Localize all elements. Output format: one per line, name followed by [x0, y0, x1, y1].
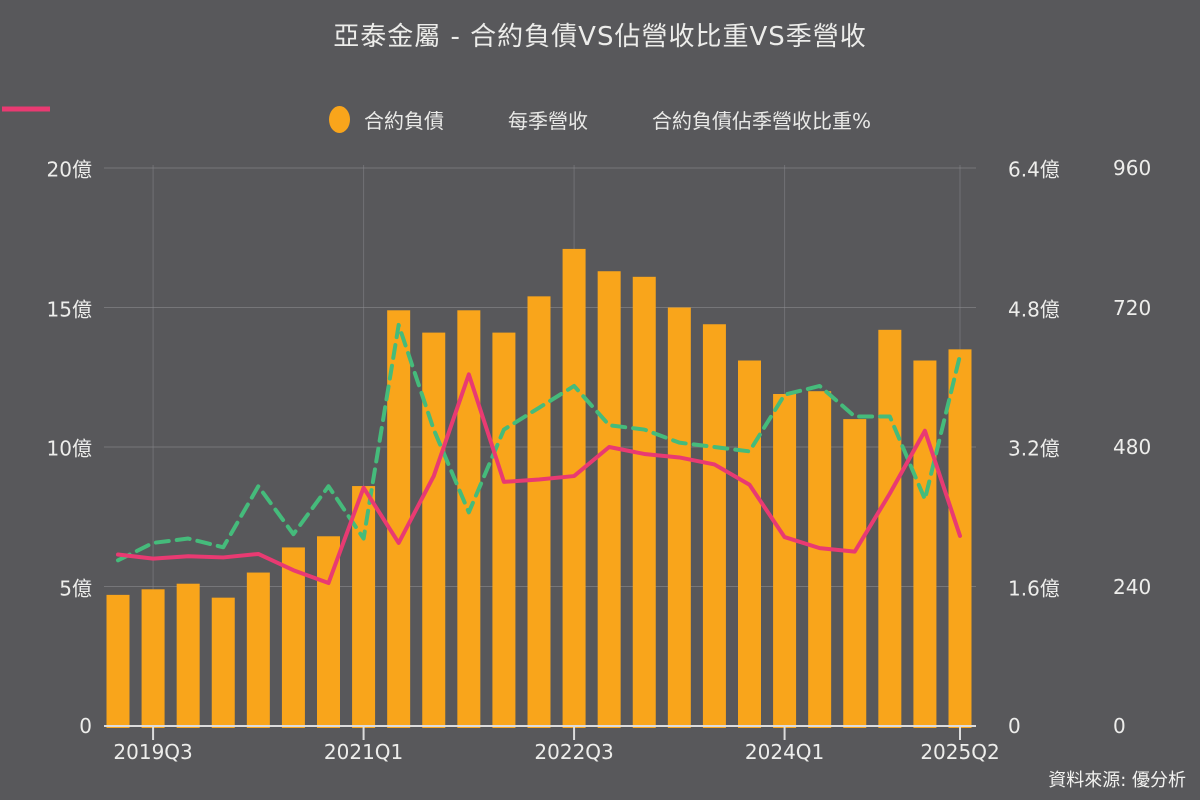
bar-2023Q1[interactable]: [632, 276, 656, 728]
left-axis-tick-label: 20億: [46, 157, 92, 182]
bar-2024Q4[interactable]: [878, 329, 902, 728]
x-axis-tick-label: 2022Q3: [534, 740, 614, 764]
x-axis-tick-label: 2021Q1: [323, 740, 404, 764]
legend-item-contract-liabilities[interactable]: 合約負債: [328, 105, 444, 134]
right-axis-billions-tick-label: 1.6億: [1008, 576, 1060, 600]
bar-2024Q3[interactable]: [843, 419, 867, 728]
legend-item-liability-revenue-ratio[interactable]: 合約負債佔季營收比重%: [2, 105, 871, 134]
solid-line-marker-icon: [2, 106, 50, 112]
x-axis-tick-label: 2025Q2: [920, 740, 1000, 764]
revenue-line: [116, 322, 962, 563]
bar-2022Q1[interactable]: [492, 332, 516, 728]
bar-2025Q1[interactable]: [913, 360, 937, 728]
left-axis-tick-label: 0: [79, 714, 92, 738]
bar-series-marker-icon: [328, 106, 350, 133]
bar-2020Q2[interactable]: [246, 572, 270, 728]
right-axis-percent-tick-label: 720: [1113, 295, 1152, 320]
x-axis-tick-label: 2024Q1: [744, 740, 825, 764]
ratio-line: [116, 372, 962, 586]
bar-2020Q1[interactable]: [211, 597, 235, 728]
bar-2024Q2[interactable]: [808, 391, 832, 728]
bar-2023Q2[interactable]: [667, 307, 691, 729]
legend-label: 合約負債佔季營收比重%: [651, 109, 871, 133]
right-axis-billions-tick-label: 4.8億: [1008, 297, 1060, 321]
bar-2021Q4[interactable]: [457, 310, 481, 728]
bar-2022Q4[interactable]: [597, 271, 621, 728]
x-axis-tick-label: 2019Q3: [113, 740, 193, 764]
legend-label: 合約負債: [363, 109, 444, 133]
bar-2023Q3[interactable]: [702, 324, 726, 728]
right-axis-percent-tick-label: 480: [1113, 435, 1152, 459]
bar-2023Q4[interactable]: [738, 360, 761, 728]
legend: 合約負債 每季營收 合約負債佔季營收比重%: [0, 105, 1200, 134]
right-axis-billions-tick-label: 6.4億: [1008, 157, 1060, 182]
left-axis-tick-label: 15億: [46, 297, 92, 321]
bar-2021Q1[interactable]: [352, 486, 376, 728]
legend-label: 每季營收: [507, 109, 588, 133]
bar-2024Q1[interactable]: [773, 393, 797, 728]
bar-2021Q3[interactable]: [422, 332, 446, 728]
right-axis-percent-tick-label: 960: [1113, 156, 1152, 180]
legend-item-quarterly-revenue[interactable]: 每季營收: [2, 105, 588, 134]
bar-2025Q2[interactable]: [948, 349, 972, 728]
right-axis-billions-tick-label: 0: [1008, 714, 1021, 738]
left-axis-tick-label: 10億: [46, 436, 92, 461]
right-axis-percent-tick-label: 240: [1113, 574, 1152, 599]
source-note: 資料來源: 優分析: [1048, 770, 1186, 791]
bar-2020Q4[interactable]: [317, 536, 340, 728]
bar-2021Q2[interactable]: [387, 310, 411, 728]
right-axis-billions-tick-label: 3.2億: [1008, 436, 1060, 461]
right-axis-percent-tick-label: 0: [1113, 714, 1126, 738]
bar-2019Q4[interactable]: [176, 583, 200, 728]
left-axis-tick-label: 5億: [59, 576, 92, 600]
chart-title: 亞泰金屬 - 合約負債VS佔營收比重VS季營收: [333, 22, 867, 52]
bar-2020Q3[interactable]: [281, 547, 305, 728]
bar-2022Q2[interactable]: [527, 296, 551, 728]
bar-2019Q2[interactable]: [106, 594, 130, 728]
bar-2022Q3[interactable]: [562, 248, 586, 728]
bar-2019Q3[interactable]: [141, 589, 165, 728]
